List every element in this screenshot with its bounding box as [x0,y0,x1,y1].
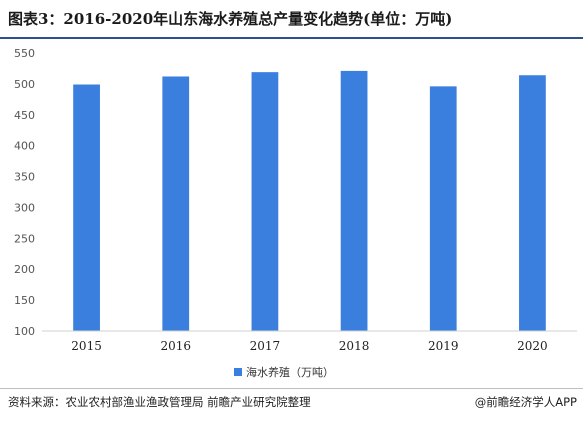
x-tick-label: 2015 [71,339,102,353]
x-axis: 2015 2016 2017 2018 2019 2020 [42,330,577,353]
chart-title: 图表3：2016-2020年山东海水养殖总产量变化趋势(单位：万吨) [8,10,453,28]
title-divider [0,37,583,39]
y-tick-label: 550 [14,47,35,60]
y-tick-label: 200 [14,263,35,276]
y-tick-label: 400 [14,140,35,153]
bar [519,75,546,331]
brand-credit: @前瞻经济学人APP [474,395,577,409]
bar-series [73,70,546,331]
x-tick-label: 2017 [250,339,281,353]
y-axis: 100 150 200 250 300 350 400 450 500 550 [14,47,35,338]
y-tick-label: 100 [14,325,35,338]
x-tick-label: 2019 [428,339,459,353]
bar [73,84,100,331]
y-tick-label: 450 [14,109,35,122]
y-tick-label: 300 [14,201,35,214]
bar [340,70,368,331]
x-tick-label: 2018 [339,339,370,353]
bar [251,72,279,331]
source-note: 资料来源：农业农村部渔业渔政管理局 前瞻产业研究院整理 [8,395,311,409]
legend-label: 海水养殖（万吨） [246,366,334,379]
y-tick-label: 500 [14,78,35,91]
y-tick-label: 250 [14,232,35,245]
legend-swatch [234,368,242,376]
x-tick-label: 2020 [517,339,548,353]
x-tick-label: 2016 [160,339,191,353]
y-tick-label: 350 [14,171,35,184]
y-tick-label: 150 [14,294,35,307]
legend: 海水养殖（万吨） [234,363,334,381]
footer-divider [0,388,583,389]
bar [429,86,457,331]
bar [162,76,190,331]
